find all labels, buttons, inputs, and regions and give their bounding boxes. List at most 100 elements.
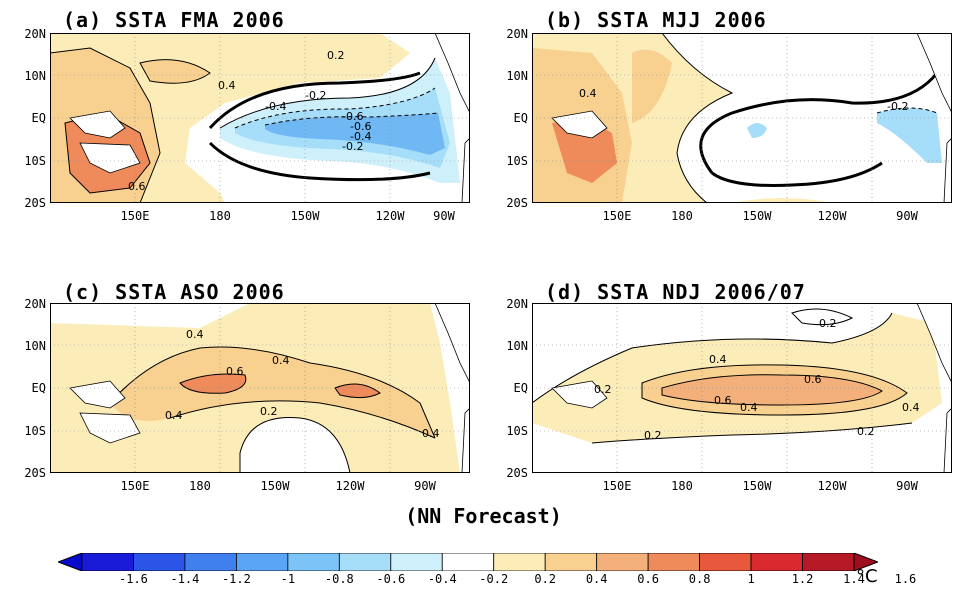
panel-c-map: 0.4 0.6 0.4 0.4 0.2 0.4 [50, 303, 470, 473]
contour-label: -0.4 [350, 130, 371, 143]
panel-c-title: (c) SSTA ASO 2006 [63, 280, 285, 304]
lon-label: 150E [602, 209, 632, 223]
contour-label: 0.4 [165, 409, 183, 422]
contour-label: 0.2 [819, 317, 837, 330]
lon-label: 90W [896, 209, 918, 223]
panel-d-title: (d) SSTA NDJ 2006/07 [545, 280, 806, 304]
lat-label: 10N [24, 339, 46, 353]
colorbar-tick-label: -1.2 [221, 572, 251, 586]
contour-label: -0.4 [265, 100, 286, 113]
contour-label: 0.4 [579, 87, 597, 100]
unit-label: °C [856, 566, 878, 587]
colorbar-low-arrow [58, 553, 83, 571]
lat-label: 10S [24, 154, 46, 168]
contour-label: 0.6 [226, 365, 244, 378]
contour-label: 0.4 [272, 354, 290, 367]
contour-label: 0.4 [218, 79, 236, 92]
lon-label: 120W [817, 209, 847, 223]
lat-label: 10S [24, 424, 46, 438]
lat-label: EQ [513, 381, 528, 395]
colorbar-segment [184, 553, 237, 571]
lon-label: 180 [189, 479, 211, 493]
colorbar-segment [287, 553, 340, 571]
colorbar-tick-label: -0.2 [479, 572, 509, 586]
forecast-caption: (NN Forecast) [405, 504, 562, 528]
lon-label: 150W [742, 479, 772, 493]
colorbar-tick-label: 0.4 [585, 572, 608, 586]
panel-a-map: 0.2 0.4 -0.2 -0.4 -0.6 -0.6 -0.4 -0.2 0.… [50, 33, 470, 203]
colorbar-segment [802, 553, 855, 571]
colorbar-segment [338, 553, 392, 571]
lat-label: EQ [513, 111, 528, 125]
lat-label: 10N [24, 69, 46, 83]
colorbar-segment [750, 553, 803, 571]
lat-label: 20S [506, 196, 528, 210]
colorbar-tick-label: 1.6 [894, 572, 917, 586]
lon-label: 150W [260, 479, 290, 493]
colorbar-segment [493, 553, 546, 571]
lat-label: 10N [506, 69, 528, 83]
lon-label: 150W [290, 209, 320, 223]
lat-label: 20N [506, 27, 528, 41]
colorbar-segment [133, 553, 186, 571]
contour-label: 0.2 [644, 429, 662, 442]
panel-b-title: (b) SSTA MJJ 2006 [545, 8, 767, 32]
colorbar-tick-label: -1.6 [119, 572, 148, 586]
lat-label: 20S [24, 196, 46, 210]
contour-label: 0.4 [422, 427, 440, 440]
contour-label: -0.6 [350, 120, 371, 133]
colorbar-tick-label: -1.4 [170, 572, 200, 586]
lon-label: 150E [120, 209, 150, 223]
contour-label: 0.2 [857, 425, 875, 438]
contour-label: -0.2 [887, 100, 908, 113]
colorbar-segment [441, 553, 495, 571]
colorbar-segment [235, 553, 289, 571]
lon-label: 90W [896, 479, 918, 493]
lat-label: EQ [31, 111, 46, 125]
lon-label: 150W [742, 209, 772, 223]
contour-label: -0.6 [342, 110, 363, 123]
panel-b-map: 0.4 -0.2 [532, 33, 952, 203]
contour-label: 0.4 [709, 353, 727, 366]
contour-label: 0.6 [128, 180, 146, 193]
colorbar-tick-label: 0.2 [534, 572, 557, 586]
colorbar-tick-label: 0.8 [688, 572, 711, 586]
lon-label: 180 [671, 209, 693, 223]
lon-label: 90W [433, 209, 455, 223]
colorbar-tick-label: -0.8 [324, 572, 354, 586]
lat-label: 10S [506, 154, 528, 168]
contour-label: 0.4 [902, 401, 920, 414]
contour-label: -0.2 [342, 140, 363, 153]
lat-label: 20N [24, 297, 46, 311]
colorbar-tick-label: -0.4 [427, 572, 457, 586]
lon-label: 120W [375, 209, 405, 223]
colorbar-segment [390, 553, 443, 571]
contour-label: 0.6 [714, 394, 732, 407]
lat-label: 20S [24, 466, 46, 480]
lon-label: 180 [671, 479, 693, 493]
panel-d-map: 0.2 0.4 0.6 0.6 0.4 0.2 0.4 0.2 0.2 [532, 303, 952, 473]
colorbar-tick-label: -0.6 [376, 572, 406, 586]
contour-label: 0.2 [260, 405, 278, 418]
contour-label: 0.2 [594, 383, 612, 396]
lon-label: 90W [414, 479, 436, 493]
colorbar-tick-label: 0.6 [637, 572, 659, 586]
lat-label: 10N [506, 339, 528, 353]
colorbar-segment [647, 553, 701, 571]
contour-label: 0.6 [804, 373, 822, 386]
colorbar-tick-label: 1 [747, 572, 755, 586]
contour-label: 0.4 [740, 401, 758, 414]
colorbar-tick-label: 1.4 [843, 572, 865, 586]
lon-label: 120W [335, 479, 365, 493]
colorbar-segment [81, 553, 134, 571]
contour-label: 0.2 [327, 49, 345, 62]
lat-label: 20N [24, 27, 46, 41]
lon-label: 150E [120, 479, 150, 493]
colorbar-tick-label: 1.2 [791, 572, 814, 586]
lon-label: 150E [602, 479, 632, 493]
panel-a-title: (a) SSTA FMA 2006 [63, 8, 285, 32]
lat-label: 20N [506, 297, 528, 311]
lon-label: 180 [209, 209, 231, 223]
lat-label: EQ [31, 381, 46, 395]
lat-label: 10S [506, 424, 528, 438]
